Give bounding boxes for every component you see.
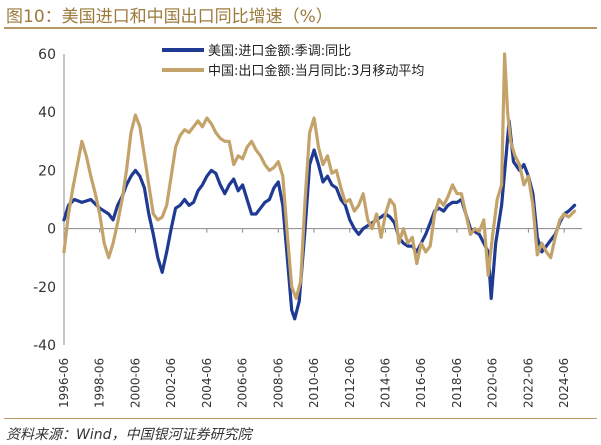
series-layer (62, 52, 577, 321)
axes: -40 -20 0 20 40 60 1996-06 1998-06 2000-06 2002-0… (33, 47, 582, 408)
title-divider (4, 27, 597, 29)
x-tick-label: 2012-06 (343, 358, 357, 408)
y-tick-label: -40 (33, 338, 56, 354)
x-tick-label: 2002-06 (164, 358, 178, 408)
legend-label-2: 中国:出口金额:当月同比:3月移动平均 (208, 63, 424, 79)
chart-title: 图10：美国进口和中国出口同比增速（%） (6, 7, 333, 27)
x-tick-label: 2020-06 (486, 358, 500, 408)
x-tick-label: 2016-06 (414, 358, 428, 408)
legend-label-1: 美国:进口金额:季调:同比 (208, 43, 351, 59)
x-tick-label: 2008-06 (271, 358, 285, 408)
series-line-1 (62, 119, 577, 321)
y-tick-label: 20 (38, 163, 56, 179)
x-tick-label: 2010-06 (307, 358, 321, 408)
x-tick-label: 1996-06 (57, 358, 71, 408)
y-tick-label: 40 (38, 105, 56, 121)
x-tick-label: 2024-06 (557, 358, 571, 408)
source-note: 资料来源：Wind，中国银河证券研究院 (6, 427, 252, 443)
x-tick-label: 2000-06 (128, 358, 142, 408)
x-tick-label: 2022-06 (521, 358, 535, 408)
x-tick-label: 2014-06 (379, 358, 393, 408)
series-line-2 (62, 52, 577, 300)
footer-divider (4, 418, 597, 419)
y-tick-label: -20 (33, 280, 56, 296)
x-tick-label: 2018-06 (450, 358, 464, 408)
x-tick-label: 2004-06 (200, 358, 214, 408)
x-tick-label: 1998-06 (93, 358, 107, 408)
x-tick-label: 2006-06 (236, 358, 250, 408)
y-tick-label: 60 (38, 47, 56, 63)
y-tick-label: 0 (47, 222, 56, 238)
